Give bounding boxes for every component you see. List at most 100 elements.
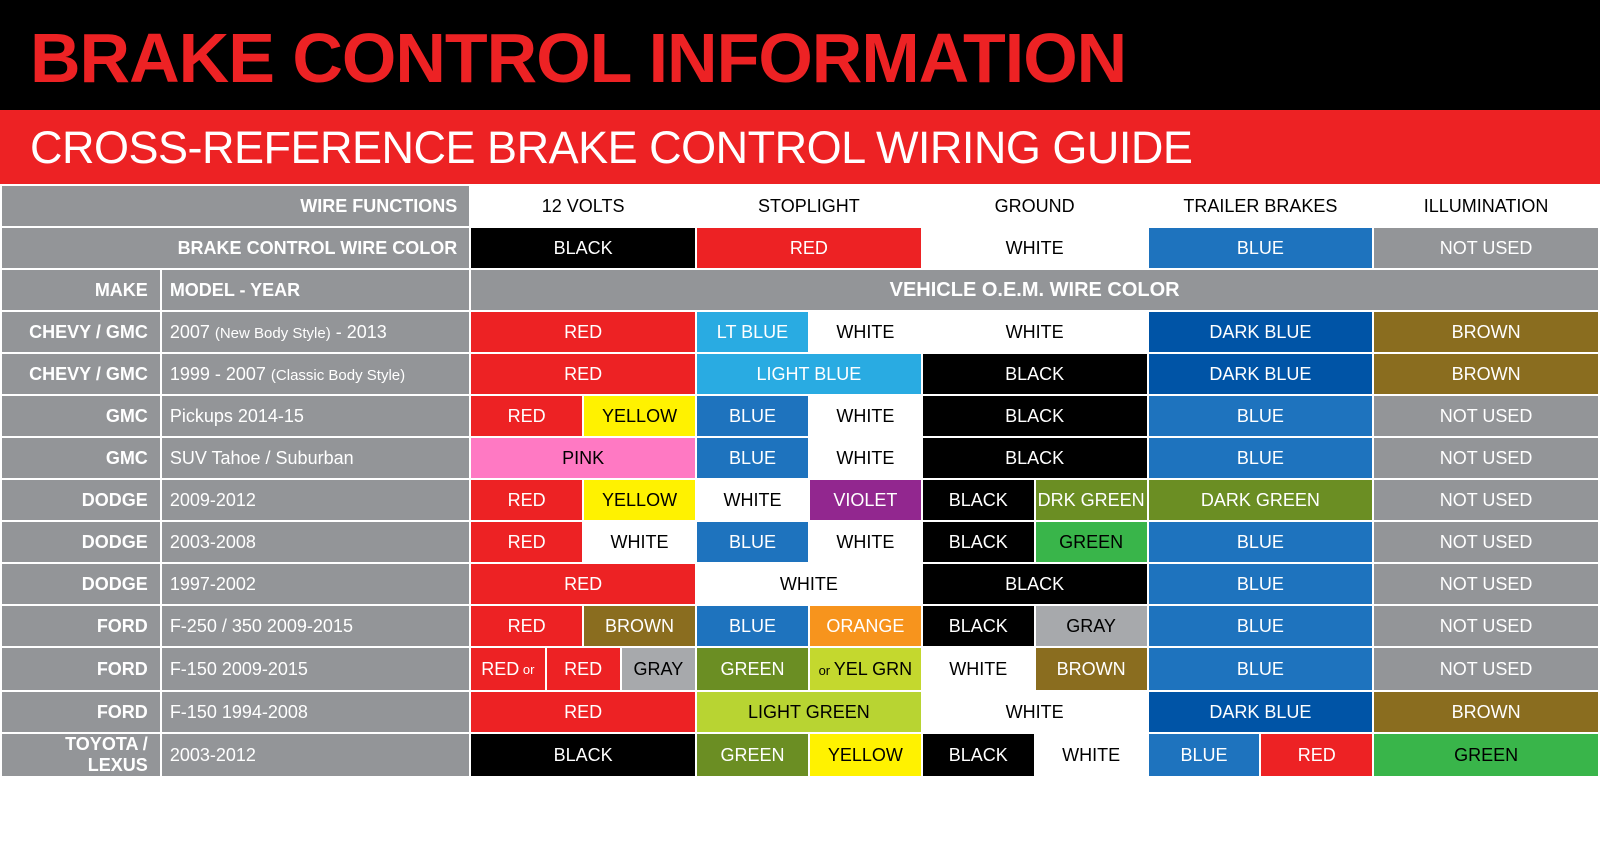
- cell-9-4-0: BROWN: [1373, 691, 1599, 733]
- cell-2-1-1: WHITE: [809, 395, 922, 437]
- make-9: FORD: [1, 691, 161, 733]
- cell-7-1-0: BLUE: [696, 605, 809, 647]
- cell-4-2-1: DRK GREEN: [1035, 479, 1148, 521]
- cell-10-2-0: BLACK: [922, 733, 1035, 777]
- cell-8-2-1: BROWN: [1035, 647, 1148, 691]
- cell-5-0-1: WHITE: [583, 521, 696, 563]
- cell-10-4-0: GREEN: [1373, 733, 1599, 777]
- cell-4-1-1: VIOLET: [809, 479, 922, 521]
- cell-0-0-0: RED: [470, 311, 696, 353]
- cell-5-3-0: BLUE: [1148, 521, 1374, 563]
- model-8: F-150 2009-2015: [161, 647, 470, 691]
- make-2: GMC: [1, 395, 161, 437]
- wire-color-1: RED: [696, 227, 922, 269]
- cell-1-0-0: RED: [470, 353, 696, 395]
- wire-color-0: BLACK: [470, 227, 696, 269]
- cell-3-0-0: PINK: [470, 437, 696, 479]
- cell-8-2-0: WHITE: [922, 647, 1035, 691]
- cell-9-1-0: LIGHT GREEN: [696, 691, 922, 733]
- model-3: SUV Tahoe / Suburban: [161, 437, 470, 479]
- model-0: 2007 (New Body Style) - 2013: [161, 311, 470, 353]
- cell-4-0-1: YELLOW: [583, 479, 696, 521]
- cell-1-3-0: DARK BLUE: [1148, 353, 1374, 395]
- make-6: DODGE: [1, 563, 161, 605]
- make-3: GMC: [1, 437, 161, 479]
- wire-functions-label: WIRE FUNCTIONS: [1, 185, 470, 227]
- cell-5-2-1: GREEN: [1035, 521, 1148, 563]
- cell-5-1-0: BLUE: [696, 521, 809, 563]
- cell-0-1-1: WHITE: [809, 311, 922, 353]
- cell-6-4-0: NOT USED: [1373, 563, 1599, 605]
- cell-7-3-0: BLUE: [1148, 605, 1374, 647]
- model-6: 1997-2002: [161, 563, 470, 605]
- cell-2-0-0: RED: [470, 395, 583, 437]
- cell-0-4-0: BROWN: [1373, 311, 1599, 353]
- cell-1-1-0: LIGHT BLUE: [696, 353, 922, 395]
- wire-color-label: BRAKE CONTROL WIRE COLOR: [1, 227, 470, 269]
- cell-7-0-1: BROWN: [583, 605, 696, 647]
- cell-1-2-0: BLACK: [922, 353, 1148, 395]
- main-title-bar: BRAKE CONTROL INFORMATION: [0, 0, 1600, 110]
- model-2: Pickups 2014-15: [161, 395, 470, 437]
- cell-7-0-0: RED: [470, 605, 583, 647]
- cell-6-1-0: WHITE: [696, 563, 922, 605]
- model-5: 2003-2008: [161, 521, 470, 563]
- cell-7-1-1: ORANGE: [809, 605, 922, 647]
- cell-0-3-0: DARK BLUE: [1148, 311, 1374, 353]
- cell-1-4-0: BROWN: [1373, 353, 1599, 395]
- main-title: BRAKE CONTROL INFORMATION: [30, 19, 1126, 97]
- cell-10-3-0: BLUE: [1148, 733, 1261, 777]
- model-1: 1999 - 2007 (Classic Body Style): [161, 353, 470, 395]
- wiring-table: WIRE FUNCTIONS12 VOLTSSTOPLIGHTGROUNDTRA…: [0, 184, 1600, 778]
- subtitle: CROSS-REFERENCE BRAKE CONTROL WIRING GUI…: [30, 122, 1192, 173]
- cell-10-2-1: WHITE: [1035, 733, 1148, 777]
- cell-4-2-0: BLACK: [922, 479, 1035, 521]
- cell-9-3-0: DARK BLUE: [1148, 691, 1374, 733]
- cell-9-2-0: WHITE: [922, 691, 1148, 733]
- make-8: FORD: [1, 647, 161, 691]
- cell-3-4-0: NOT USED: [1373, 437, 1599, 479]
- cell-2-3-0: BLUE: [1148, 395, 1374, 437]
- cell-5-0-0: RED: [470, 521, 583, 563]
- cell-6-0-0: RED: [470, 563, 696, 605]
- cell-2-4-0: NOT USED: [1373, 395, 1599, 437]
- wire-function-2: GROUND: [922, 185, 1148, 227]
- cell-4-3-0: DARK GREEN: [1148, 479, 1374, 521]
- cell-2-2-0: BLACK: [922, 395, 1148, 437]
- wire-function-4: ILLUMINATION: [1373, 185, 1599, 227]
- subtitle-bar: CROSS-REFERENCE BRAKE CONTROL WIRING GUI…: [0, 110, 1600, 184]
- make-5: DODGE: [1, 521, 161, 563]
- cell-3-3-0: BLUE: [1148, 437, 1374, 479]
- model-header: MODEL - YEAR: [161, 269, 470, 311]
- wire-color-2: WHITE: [922, 227, 1148, 269]
- model-10: 2003-2012: [161, 733, 470, 777]
- model-7: F-250 / 350 2009-2015: [161, 605, 470, 647]
- cell-8-0: RED orREDGRAY: [470, 647, 696, 691]
- make-0: CHEVY / GMC: [1, 311, 161, 353]
- make-7: FORD: [1, 605, 161, 647]
- wire-color-4: NOT USED: [1373, 227, 1599, 269]
- cell-5-4-0: NOT USED: [1373, 521, 1599, 563]
- wire-function-3: TRAILER BRAKES: [1148, 185, 1374, 227]
- cell-7-4-0: NOT USED: [1373, 605, 1599, 647]
- cell-0-2-0: WHITE: [922, 311, 1148, 353]
- oem-header: VEHICLE O.E.M. WIRE COLOR: [470, 269, 1599, 311]
- cell-8-1-1: or YEL GRN: [809, 647, 922, 691]
- cell-6-2-0: BLACK: [922, 563, 1148, 605]
- cell-4-0-0: RED: [470, 479, 583, 521]
- make-4: DODGE: [1, 479, 161, 521]
- cell-4-1-0: WHITE: [696, 479, 809, 521]
- cell-3-1-1: WHITE: [809, 437, 922, 479]
- wire-function-1: STOPLIGHT: [696, 185, 922, 227]
- model-4: 2009-2012: [161, 479, 470, 521]
- cell-6-3-0: BLUE: [1148, 563, 1374, 605]
- cell-3-2-0: BLACK: [922, 437, 1148, 479]
- cell-8-1-0: GREEN: [696, 647, 809, 691]
- cell-10-1-1: YELLOW: [809, 733, 922, 777]
- cell-5-1-1: WHITE: [809, 521, 922, 563]
- wire-color-3: BLUE: [1148, 227, 1374, 269]
- wire-function-0: 12 VOLTS: [470, 185, 696, 227]
- make-header: MAKE: [1, 269, 161, 311]
- cell-7-2-0: BLACK: [922, 605, 1035, 647]
- cell-10-1-0: GREEN: [696, 733, 809, 777]
